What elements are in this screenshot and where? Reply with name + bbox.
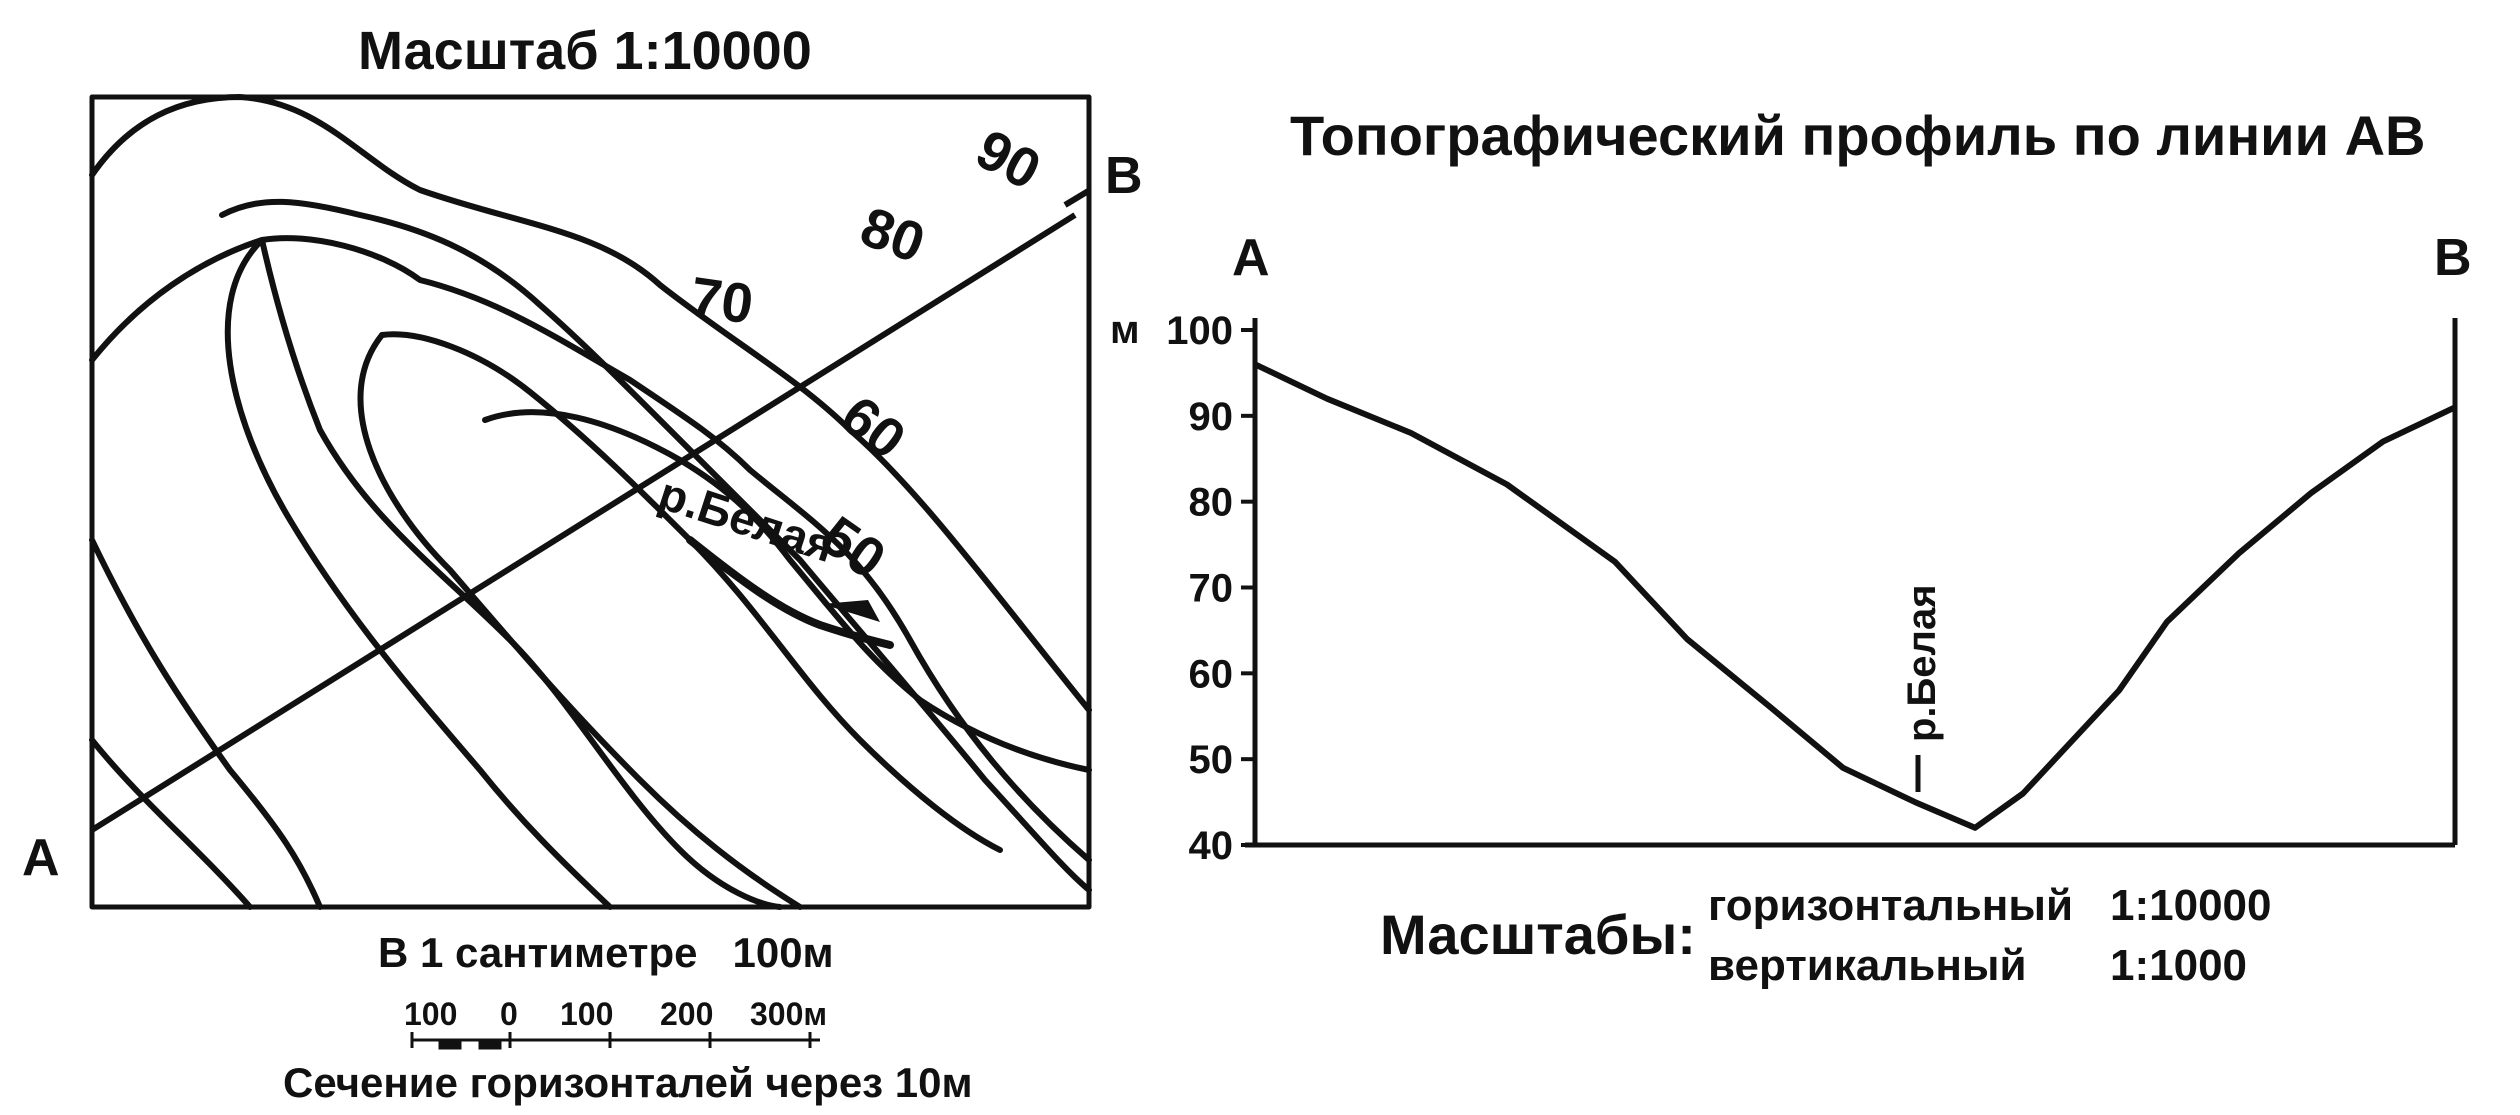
river-flow-arrow [822, 600, 880, 622]
contour-line-90 [89, 94, 1092, 713]
y-tick-label: 100 [1166, 309, 1233, 353]
profile-line-ab-ext [1063, 187, 1092, 208]
scale-bar-label-100: 100 [560, 996, 614, 1032]
y-tick-label: 50 [1189, 738, 1234, 782]
y-tick-label: 40 [1189, 824, 1234, 868]
contour-line-inner-d [482, 409, 1092, 773]
map-frame [89, 94, 1092, 910]
contour-line-inner-b [224, 237, 613, 910]
profile-title: Топографический профиль по линии АВ [1290, 104, 2426, 167]
y-tick-label: 60 [1189, 652, 1234, 696]
vertical-scale-value: 1:1000 [2110, 941, 2248, 990]
contour-interval-text: Сечение горизонталей через 10м [283, 1059, 973, 1106]
y-tick-label: 70 [1189, 567, 1234, 611]
contour-line-inner-c [357, 332, 803, 910]
profile-river-label: р.Белая [1900, 584, 1944, 742]
scale-bar-label-0: 0 [500, 996, 518, 1032]
vertical-scale-label: вертикальный [1708, 941, 2027, 990]
map-scale-title: Масштаб 1:10000 [358, 21, 812, 81]
profile-point-a: А [1232, 229, 1270, 287]
scale-bar-label-100-left: 100 [404, 996, 458, 1032]
scale-bar-label-300m: 300м [750, 996, 828, 1032]
river-line [686, 536, 894, 649]
horizontal-scale-value: 1:10000 [2110, 881, 2272, 930]
profile-point-b: В [2434, 229, 2472, 287]
profile-unit-label: м [1110, 308, 1140, 352]
contour-line-70 [219, 198, 1092, 893]
y-tick-label: 80 [1189, 481, 1234, 525]
topographic-map: 90 80 70 60 50 р.Белая [89, 94, 1092, 1050]
scales-label: Масштабы: [1380, 903, 1696, 966]
map-scale-text: В 1 сантиметре 100м [378, 929, 834, 976]
horizontal-scale-label: горизонтальный [1708, 881, 2073, 930]
profile-curve [1253, 361, 2457, 831]
y-tick-label: 90 [1189, 395, 1234, 439]
profile-line-ab [90, 212, 1077, 833]
map-point-a: A [22, 829, 60, 887]
map-scale-bar [410, 1032, 820, 1050]
map-point-b: B [1105, 147, 1143, 205]
contour-line-inner-a [89, 537, 323, 910]
scale-bar-label-200: 200 [660, 996, 714, 1032]
contour-label-70: 70 [687, 264, 757, 335]
contour-line-edge [89, 737, 253, 910]
